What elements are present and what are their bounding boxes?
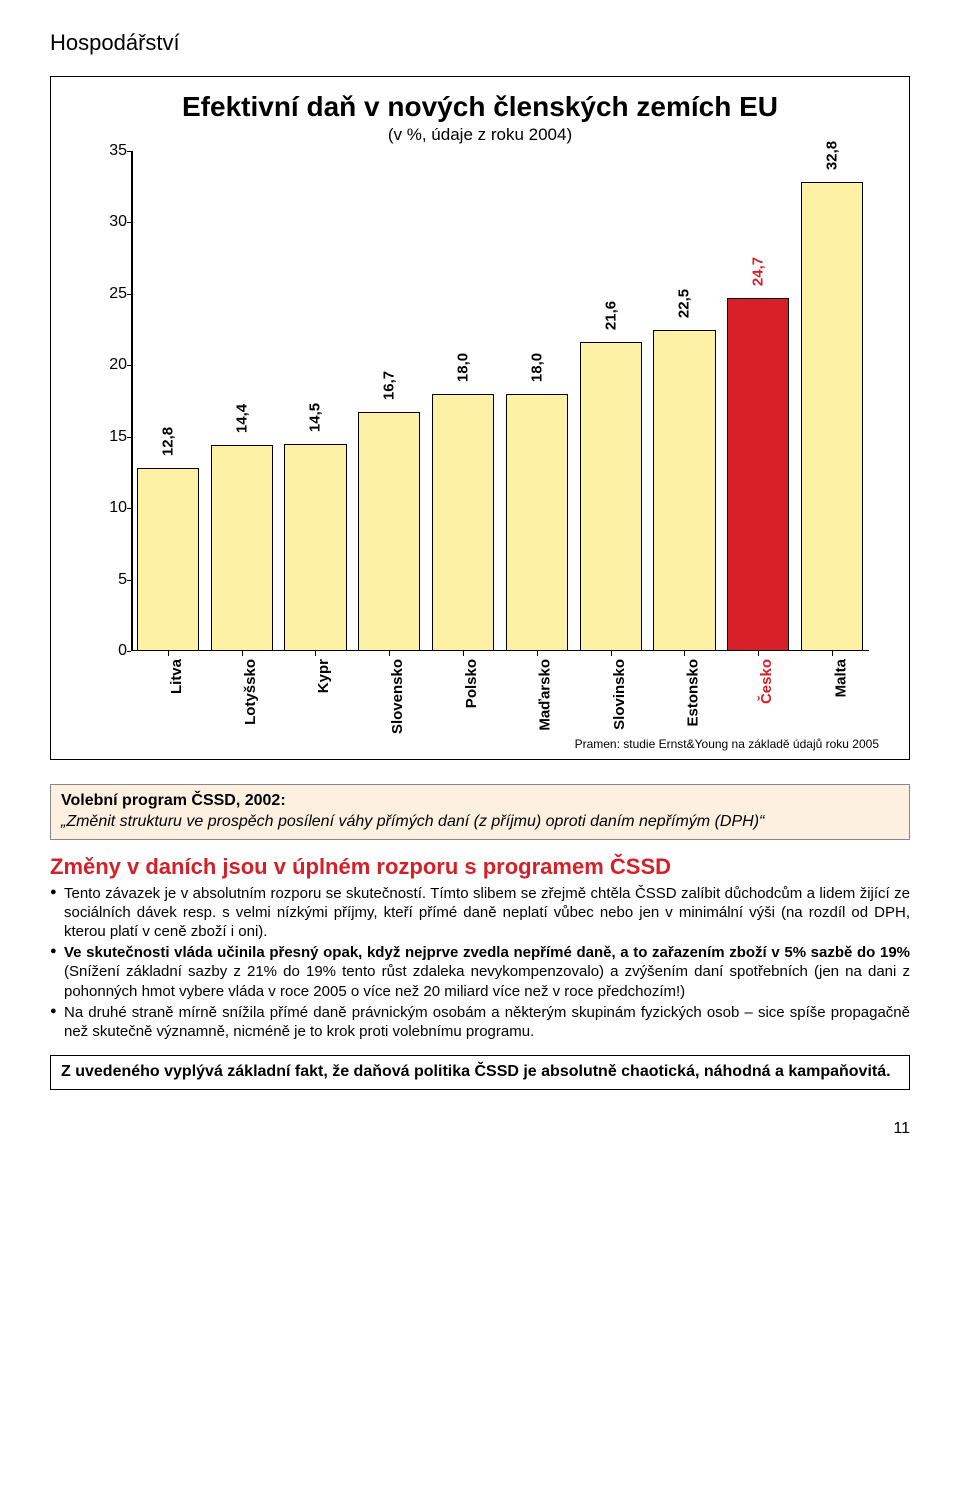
bar-value-label: 22,5	[676, 288, 693, 317]
bar-group: 32,8Malta	[795, 151, 869, 651]
bar-value-label: 18,0	[528, 353, 545, 382]
ytick-label: 5	[101, 571, 127, 589]
ytick-mark	[127, 437, 131, 438]
ytick-label: 30	[101, 213, 127, 231]
bar	[211, 445, 273, 651]
xtick-mark	[463, 651, 464, 656]
xtick-label: Estonsko	[685, 659, 702, 727]
bar-value-label: 14,4	[233, 404, 250, 433]
body-text: Tento závazek je v absolutním rozporu se…	[50, 884, 910, 1042]
bar-value-label: 12,8	[159, 427, 176, 456]
bar	[432, 394, 494, 651]
xtick-mark	[684, 651, 685, 656]
chart-subtitle: (v %, údaje z roku 2004)	[81, 125, 879, 145]
bar-group: 18,0Maďarsko	[500, 151, 574, 651]
body-heading: Změny v daních jsou v úplném rozporu s p…	[50, 854, 910, 880]
xtick-label: Maďarsko	[537, 659, 554, 731]
bar-group: 18,0Polsko	[426, 151, 500, 651]
bars-container: 12,8Litva14,4Lotyšsko14,5Kypr16,7Slovens…	[131, 151, 869, 651]
bar-group: 14,5Kypr	[279, 151, 353, 651]
bar-value-label: 14,5	[307, 403, 324, 432]
bullet-item: Ve skutečnosti vláda učinila přesný opak…	[50, 943, 910, 1001]
bar-group: 22,5Estonsko	[648, 151, 722, 651]
bar	[506, 394, 568, 651]
callout-box: Volební program ČSSD, 2002: „Změnit stru…	[50, 784, 910, 840]
bullet-item: Tento závazek je v absolutním rozporu se…	[50, 884, 910, 942]
ytick-mark	[127, 151, 131, 152]
bar	[801, 182, 863, 651]
ytick-label: 35	[101, 142, 127, 160]
bar	[284, 444, 346, 651]
bar-group: 21,6Slovinsko	[574, 151, 648, 651]
bar-value-label: 24,7	[750, 257, 767, 286]
xtick-label: Slovinsko	[611, 659, 628, 730]
section-title: Hospodářství	[50, 30, 910, 56]
xtick-label: Malta	[832, 659, 849, 697]
bullet-list: Tento závazek je v absolutním rozporu se…	[50, 884, 910, 1042]
bar-value-label: 32,8	[824, 141, 841, 170]
bar-group: 12,8Litva	[131, 151, 205, 651]
bar	[358, 412, 420, 651]
bar	[580, 342, 642, 651]
xtick-mark	[242, 651, 243, 656]
chart-source: Pramen: studie Ernst&Young na základě úd…	[81, 737, 879, 751]
xtick-mark	[315, 651, 316, 656]
ytick-mark	[127, 508, 131, 509]
bar-value-label: 18,0	[455, 353, 472, 382]
chart-title: Efektivní daň v nových členských zemích …	[81, 91, 879, 123]
bar-value-label: 16,7	[381, 371, 398, 400]
ytick-label: 20	[101, 356, 127, 374]
xtick-label: Lotyšsko	[242, 659, 259, 725]
page-number: 11	[50, 1120, 910, 1138]
bar	[653, 330, 715, 651]
xtick-label: Česko	[758, 659, 775, 704]
plot-area: 12,8Litva14,4Lotyšsko14,5Kypr16,7Slovens…	[131, 151, 869, 651]
xtick-mark	[832, 651, 833, 656]
xtick-mark	[389, 651, 390, 656]
bar-value-label: 21,6	[602, 301, 619, 330]
xtick-label: Slovensko	[389, 659, 406, 734]
ytick-mark	[127, 365, 131, 366]
xtick-mark	[611, 651, 612, 656]
ytick-label: 15	[101, 428, 127, 446]
xtick-label: Kypr	[316, 659, 333, 693]
ytick-mark	[127, 294, 131, 295]
page: Hospodářství Efektivní daň v nových člen…	[0, 0, 960, 1158]
chart-container: Efektivní daň v nových členských zemích …	[50, 76, 910, 760]
summary-box: Z uvedeného vyplývá základní fakt, že da…	[50, 1055, 910, 1090]
bar-group: 16,7Slovensko	[352, 151, 426, 651]
bar	[727, 298, 789, 651]
bar	[137, 468, 199, 651]
ytick-mark	[127, 222, 131, 223]
bar-group: 24,7Česko	[721, 151, 795, 651]
callout-quote: „Změnit strukturu ve prospěch posílení v…	[61, 813, 764, 830]
xtick-label: Litva	[168, 659, 185, 694]
xtick-mark	[168, 651, 169, 656]
chart-canvas: 12,8Litva14,4Lotyšsko14,5Kypr16,7Slovens…	[101, 151, 879, 731]
xtick-label: Polsko	[463, 659, 480, 708]
ytick-label: 0	[101, 642, 127, 660]
bar-group: 14,4Lotyšsko	[205, 151, 279, 651]
bullet-item: Na druhé straně mírně snížila přímé daně…	[50, 1003, 910, 1041]
callout-title: Volební program ČSSD, 2002:	[61, 792, 286, 809]
ytick-mark	[127, 651, 131, 652]
xtick-mark	[758, 651, 759, 656]
ytick-label: 25	[101, 285, 127, 303]
ytick-mark	[127, 580, 131, 581]
xtick-mark	[537, 651, 538, 656]
ytick-label: 10	[101, 499, 127, 517]
